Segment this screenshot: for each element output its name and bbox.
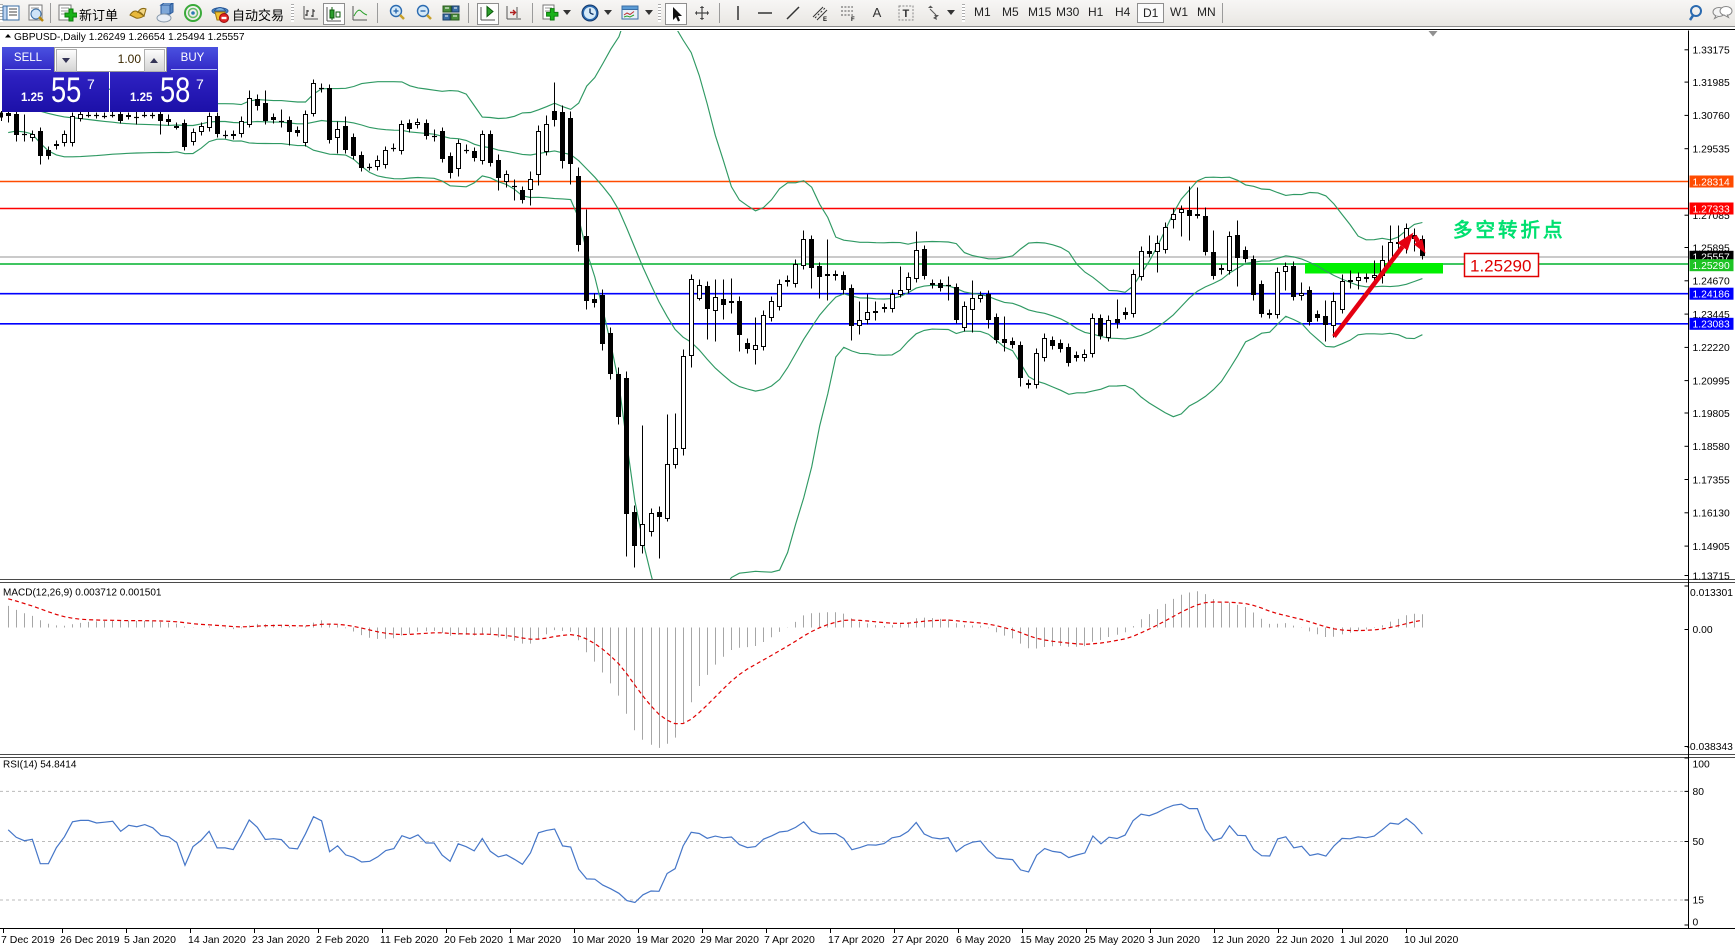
svg-text:0: 0 [1693, 918, 1699, 929]
svg-text:1.33175: 1.33175 [1693, 46, 1730, 57]
svg-text:10 Jul 2020: 10 Jul 2020 [1404, 934, 1458, 946]
svg-text:1.28314: 1.28314 [1693, 177, 1730, 188]
svg-text:80: 80 [1693, 787, 1705, 798]
svg-text:1.14905: 1.14905 [1693, 542, 1730, 553]
svg-text:E: E [823, 17, 827, 23]
svg-text:23 Jan 2020: 23 Jan 2020 [252, 934, 310, 946]
svg-text:27 Apr 2020: 27 Apr 2020 [892, 934, 949, 946]
svg-text:1.23445: 1.23445 [1693, 310, 1730, 321]
svg-text:0.013301: 0.013301 [1690, 588, 1733, 599]
svg-text:7 Apr 2020: 7 Apr 2020 [764, 934, 815, 946]
svg-text:0.00: 0.00 [1693, 625, 1713, 636]
svg-text:1.25895: 1.25895 [1693, 243, 1730, 254]
svg-text:1.31985: 1.31985 [1693, 78, 1730, 89]
svg-text:1.17355: 1.17355 [1693, 475, 1730, 486]
svg-text:12 Jun 2020: 12 Jun 2020 [1212, 934, 1270, 946]
svg-text:1.25290: 1.25290 [1470, 257, 1531, 276]
svg-text:1.23083: 1.23083 [1693, 320, 1730, 331]
svg-text:15 May 2020: 15 May 2020 [1020, 934, 1081, 946]
svg-text:1.25290: 1.25290 [1693, 261, 1730, 272]
svg-text:100: 100 [1693, 760, 1710, 771]
svg-text:1.27085: 1.27085 [1693, 211, 1730, 222]
svg-text:29 Mar 2020: 29 Mar 2020 [700, 934, 759, 946]
svg-text:1 Mar 2020: 1 Mar 2020 [508, 934, 561, 946]
svg-text:-0.038343: -0.038343 [1687, 742, 1734, 753]
svg-text:11 Feb 2020: 11 Feb 2020 [380, 934, 438, 946]
svg-text:6 May 2020: 6 May 2020 [956, 934, 1011, 946]
svg-text:19 Mar 2020: 19 Mar 2020 [636, 934, 695, 946]
svg-text:多空转折点: 多空转折点 [1453, 219, 1566, 242]
svg-text:1.24186: 1.24186 [1693, 290, 1730, 301]
svg-text:1.19805: 1.19805 [1693, 409, 1730, 420]
svg-text:1.22220: 1.22220 [1693, 343, 1730, 354]
svg-text:1.30760: 1.30760 [1693, 111, 1730, 122]
svg-text:GBPUSD-,Daily 1.26249 1.26654: GBPUSD-,Daily 1.26249 1.26654 1.25494 1.… [14, 32, 245, 43]
svg-text:10 Mar 2020: 10 Mar 2020 [572, 934, 631, 946]
svg-text:26 Dec 2019: 26 Dec 2019 [60, 934, 120, 946]
svg-text:1.16130: 1.16130 [1693, 509, 1730, 520]
svg-text:5 Jan 2020: 5 Jan 2020 [124, 934, 176, 946]
svg-text:1.25557: 1.25557 [1693, 253, 1730, 264]
svg-text:1.20995: 1.20995 [1693, 376, 1730, 387]
svg-text:1.24670: 1.24670 [1693, 277, 1730, 288]
svg-text:F: F [851, 17, 855, 23]
svg-text:1.18580: 1.18580 [1693, 442, 1730, 453]
svg-text:2 Feb 2020: 2 Feb 2020 [316, 934, 369, 946]
svg-text:3 Jun 2020: 3 Jun 2020 [1148, 934, 1200, 946]
svg-text:25 May 2020: 25 May 2020 [1084, 934, 1145, 946]
svg-text:22 Jun 2020: 22 Jun 2020 [1276, 934, 1334, 946]
svg-text:1 Jul 2020: 1 Jul 2020 [1340, 934, 1389, 946]
svg-text:RSI(14) 54.8414: RSI(14) 54.8414 [3, 760, 77, 771]
svg-text:17 Apr 2020: 17 Apr 2020 [828, 934, 885, 946]
svg-text:15: 15 [1693, 895, 1705, 906]
svg-text:T: T [903, 8, 910, 20]
svg-text:50: 50 [1693, 837, 1705, 848]
svg-text:MACD(12,26,9) 0.003712 0.00150: MACD(12,26,9) 0.003712 0.001501 [3, 588, 162, 599]
svg-text:1.29535: 1.29535 [1693, 144, 1730, 155]
svg-text:20 Feb 2020: 20 Feb 2020 [444, 934, 503, 946]
svg-text:1.27333: 1.27333 [1693, 204, 1730, 215]
svg-text:1.13715: 1.13715 [1693, 571, 1730, 582]
svg-text:7 Dec 2019: 7 Dec 2019 [1, 934, 55, 946]
svg-text:14 Jan 2020: 14 Jan 2020 [188, 934, 246, 946]
